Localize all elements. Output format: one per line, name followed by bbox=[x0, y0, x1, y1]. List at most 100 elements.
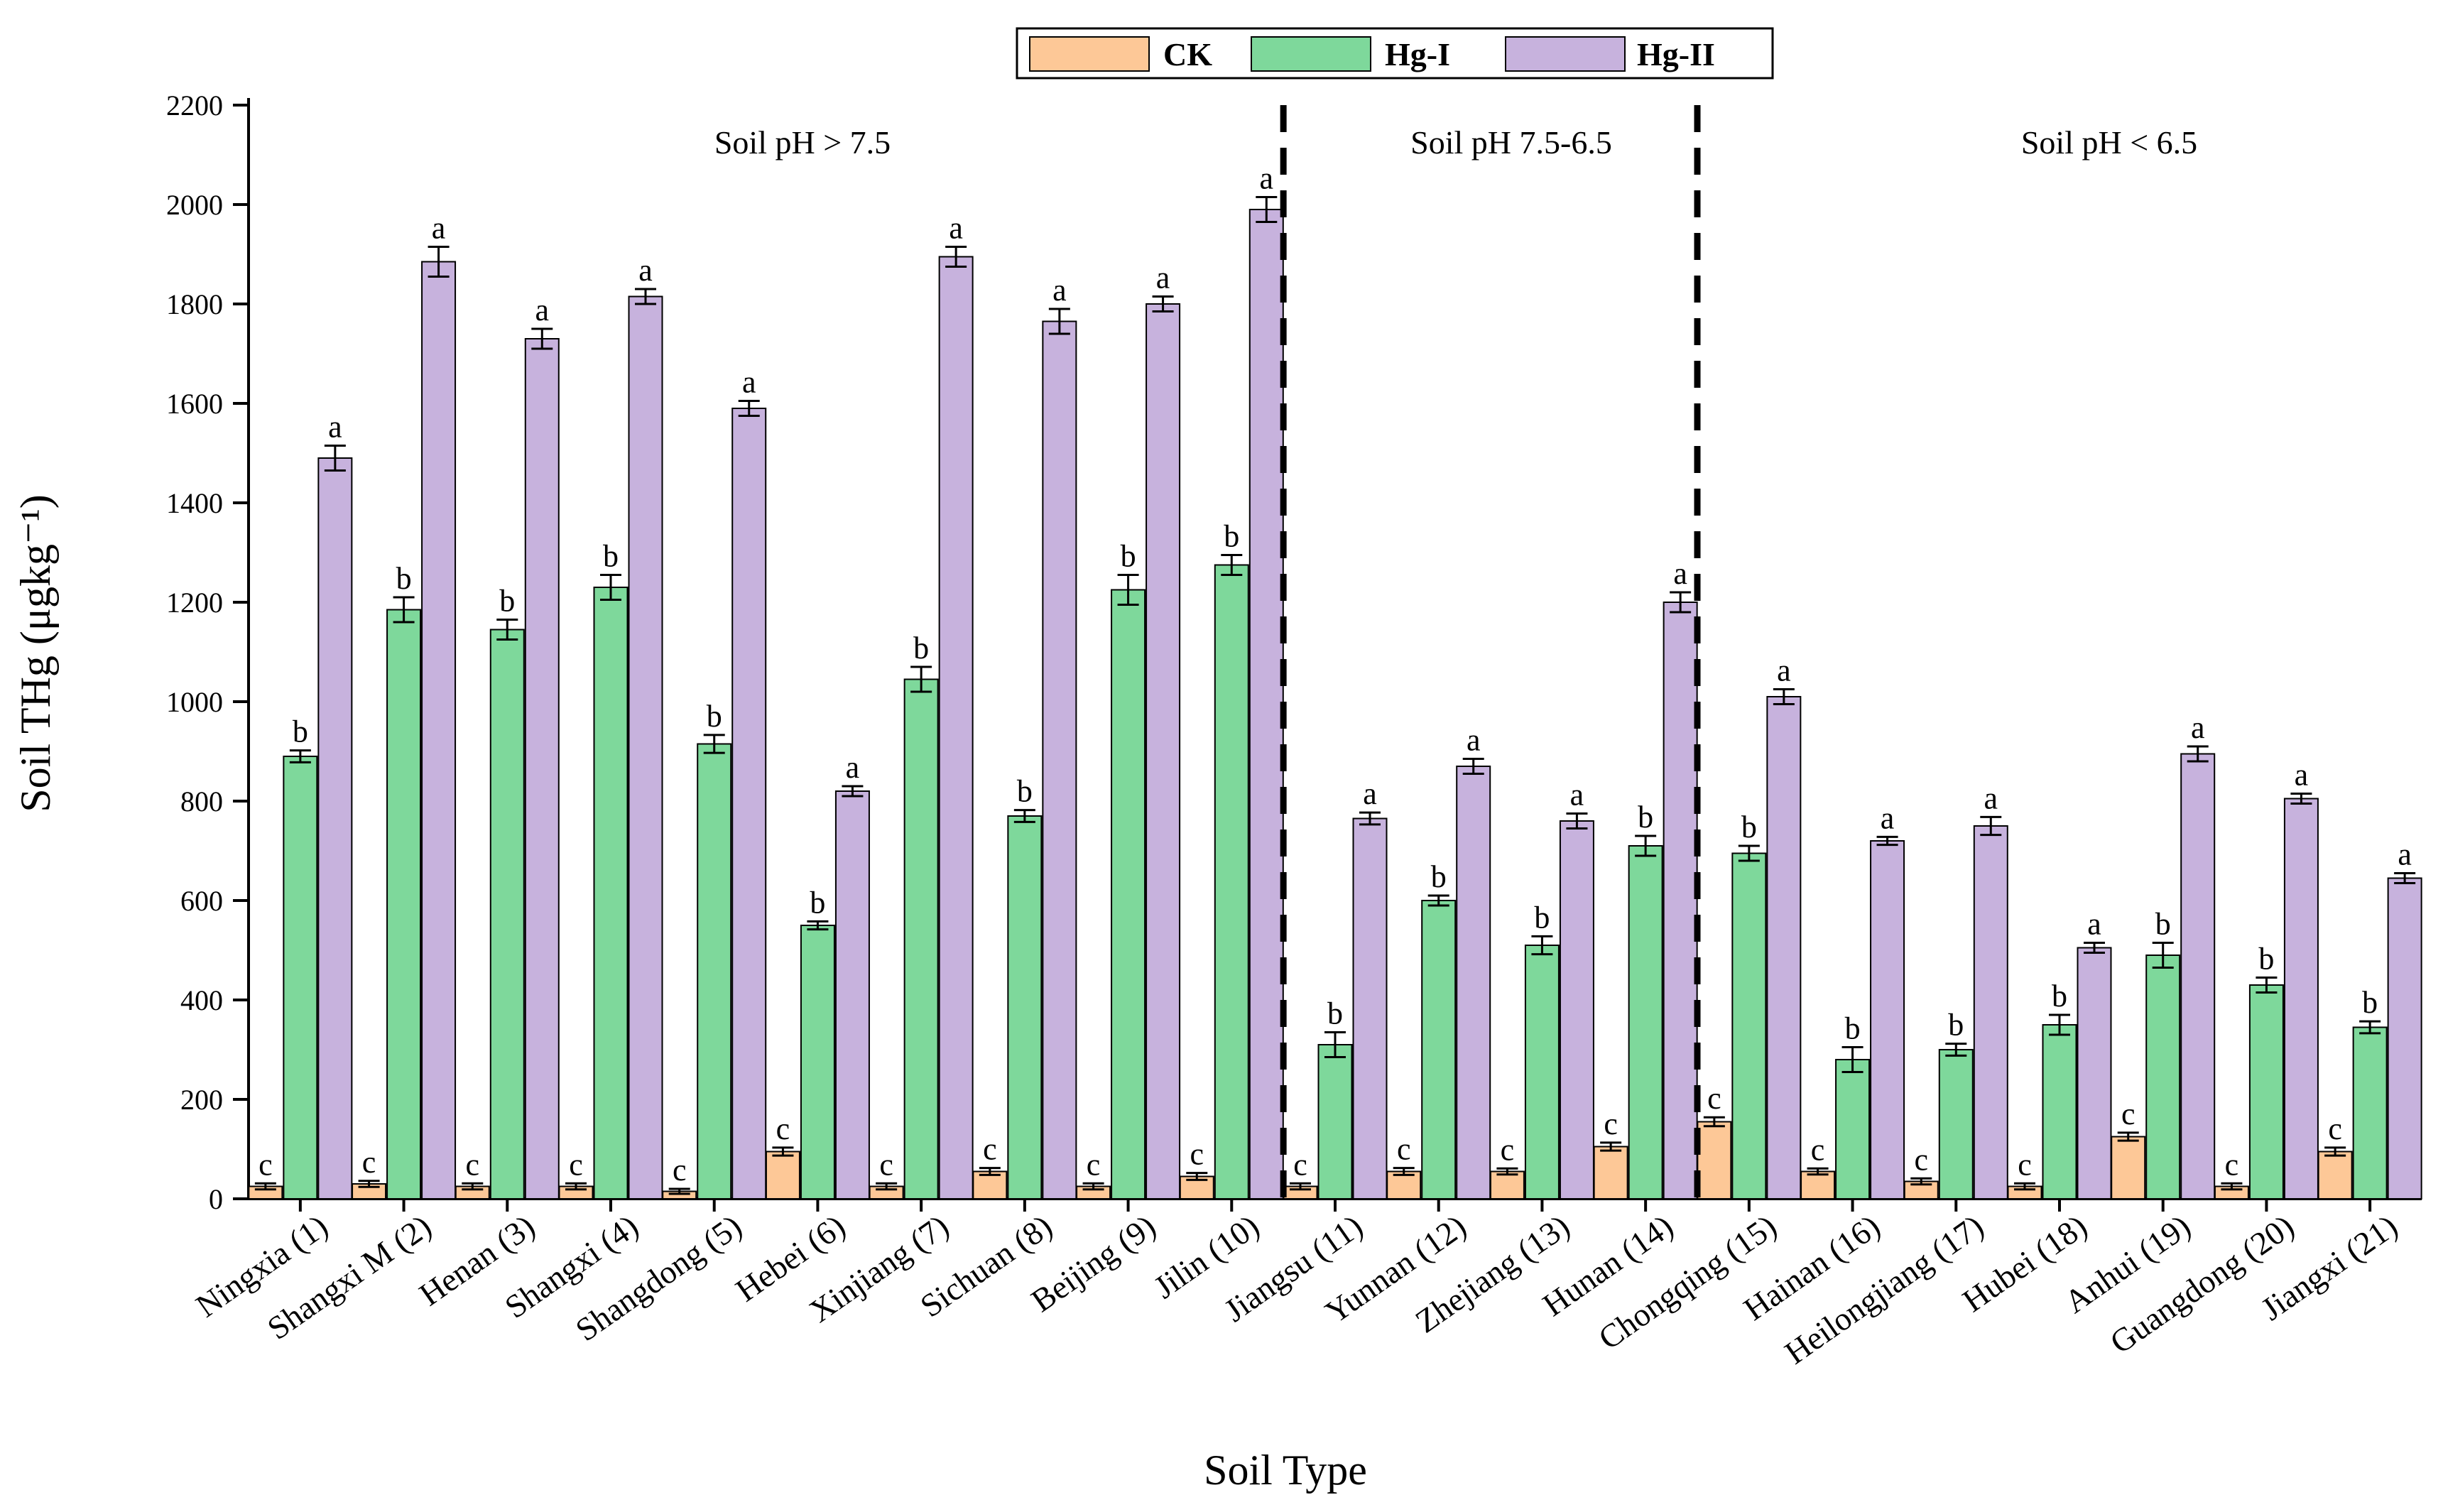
significance-letter: a bbox=[1984, 781, 1998, 815]
significance-letter: a bbox=[328, 410, 342, 445]
significance-letter: c bbox=[1087, 1147, 1101, 1182]
significance-letter: b bbox=[1741, 810, 1757, 844]
significance-letter: a bbox=[1467, 723, 1481, 758]
bar-hg-i bbox=[800, 925, 835, 1200]
significance-letter: b bbox=[1224, 519, 1239, 554]
bar-hg-i bbox=[2352, 1026, 2388, 1200]
bar-ck bbox=[2317, 1151, 2353, 1200]
significance-letter: b bbox=[1845, 1011, 1861, 1046]
significance-letter: a bbox=[1156, 261, 1170, 295]
significance-letter: c bbox=[1811, 1132, 1825, 1167]
x-axis-title: Soil Type bbox=[1204, 1447, 1367, 1494]
bar-hg-ii bbox=[524, 338, 560, 1200]
y-tick-label: 800 bbox=[180, 785, 223, 817]
bar-hg-ii bbox=[421, 261, 457, 1200]
significance-letter: c bbox=[879, 1147, 893, 1182]
significance-letter: a bbox=[432, 211, 446, 246]
significance-letter: c bbox=[466, 1147, 480, 1182]
bar-ck bbox=[765, 1151, 800, 1200]
significance-letter: c bbox=[776, 1111, 790, 1146]
significance-letter: b bbox=[396, 561, 412, 596]
legend-label-hg-ii: Hg-II bbox=[1637, 36, 1715, 72]
bar-hg-ii bbox=[1352, 817, 1388, 1200]
bar-hg-ii bbox=[2283, 798, 2319, 1200]
legend-swatch-ck bbox=[1029, 36, 1150, 72]
y-axis-title: Soil THg (μgkg⁻¹) bbox=[12, 494, 59, 812]
y-tick-label: 1600 bbox=[166, 388, 223, 420]
significance-letter: a bbox=[1363, 776, 1377, 811]
bar-hg-ii bbox=[2180, 753, 2216, 1200]
significance-letter: b bbox=[1121, 539, 1136, 574]
significance-letter: c bbox=[1915, 1142, 1929, 1177]
significance-letter: b bbox=[499, 584, 515, 619]
significance-letter: b bbox=[2362, 985, 2378, 1020]
y-tick-label: 400 bbox=[180, 984, 223, 1016]
significance-letter: c bbox=[1604, 1106, 1618, 1141]
bar-hg-ii bbox=[731, 408, 767, 1200]
significance-letter: c bbox=[2225, 1147, 2239, 1182]
bar-hg-ii bbox=[938, 256, 974, 1200]
x-tick-label: Chongqing (15) bbox=[1592, 1207, 1783, 1356]
significance-letter: b bbox=[2155, 907, 2171, 942]
bar-hg-i bbox=[1938, 1049, 1974, 1200]
significance-letter: b bbox=[603, 539, 619, 574]
significance-letter: c bbox=[1293, 1147, 1307, 1182]
bar-ck bbox=[2111, 1136, 2146, 1200]
bar-hg-ii bbox=[834, 790, 870, 1200]
significance-letter: a bbox=[1673, 556, 1687, 591]
significance-letter: c bbox=[259, 1147, 273, 1182]
bar-hg-ii bbox=[1248, 209, 1284, 1200]
significance-letter: a bbox=[1777, 653, 1791, 688]
bar-hg-ii bbox=[1559, 820, 1594, 1200]
bar-hg-i bbox=[2145, 954, 2181, 1200]
significance-letter: b bbox=[810, 885, 825, 920]
significance-letter: c bbox=[2328, 1111, 2342, 1146]
significance-letter: b bbox=[293, 714, 308, 749]
bar-hg-i bbox=[1111, 589, 1146, 1200]
legend-label-ck: CK bbox=[1163, 36, 1212, 72]
significance-letter: a bbox=[846, 750, 860, 785]
significance-letter: b bbox=[1534, 900, 1550, 935]
bar-hg-ii bbox=[2077, 947, 2112, 1200]
bar-hg-i bbox=[1835, 1059, 1871, 1200]
legend-swatch-hg-ii bbox=[1505, 36, 1626, 72]
bar-hg-i bbox=[593, 587, 629, 1200]
legend-swatch-hg-i bbox=[1251, 36, 1371, 72]
significance-letter: a bbox=[1052, 273, 1067, 308]
y-tick-label: 1400 bbox=[166, 487, 223, 519]
region-dividers bbox=[1280, 105, 1701, 1199]
bar-ck bbox=[1593, 1146, 1628, 1200]
bar-hg-i bbox=[1214, 564, 1249, 1200]
significance-letter: a bbox=[1260, 161, 1274, 196]
significance-letter: a bbox=[2295, 758, 2309, 793]
bar-ck bbox=[1697, 1121, 1732, 1200]
significance-letter: c bbox=[1190, 1137, 1204, 1172]
bar-hg-ii bbox=[1766, 696, 1802, 1200]
bar-hg-i bbox=[697, 743, 732, 1200]
significance-letter: c bbox=[362, 1145, 376, 1180]
bar-hg-ii bbox=[1973, 825, 2008, 1200]
x-tick-label: Guangdong (20) bbox=[2104, 1207, 2300, 1360]
significance-letter: a bbox=[2191, 710, 2205, 745]
significance-letter: a bbox=[1881, 800, 1895, 835]
bar-hg-ii bbox=[2387, 877, 2422, 1200]
significance-letter: c bbox=[1397, 1132, 1411, 1167]
significance-letter: b bbox=[1638, 800, 1653, 834]
bar-hg-i bbox=[2248, 984, 2284, 1200]
significance-letter: b bbox=[2052, 979, 2067, 1013]
bar-hg-i bbox=[903, 678, 939, 1200]
significance-letter: a bbox=[2087, 907, 2101, 942]
bar-hg-i bbox=[1731, 852, 1767, 1200]
significance-letter: a bbox=[742, 365, 756, 400]
bar-hg-i bbox=[1524, 945, 1560, 1200]
significance-letter: a bbox=[638, 253, 653, 288]
region-label-alkaline: Soil pH > 7.5 bbox=[714, 124, 891, 161]
legend: CK Hg-I Hg-II bbox=[1016, 27, 1774, 80]
significance-letter: c bbox=[2018, 1147, 2032, 1182]
bar-hg-i bbox=[1628, 845, 1663, 1200]
bar-hg-ii bbox=[1042, 320, 1077, 1200]
bar-hg-ii bbox=[1146, 303, 1181, 1200]
significance-letter: a bbox=[1570, 778, 1584, 812]
y-tick-label: 200 bbox=[180, 1084, 223, 1116]
